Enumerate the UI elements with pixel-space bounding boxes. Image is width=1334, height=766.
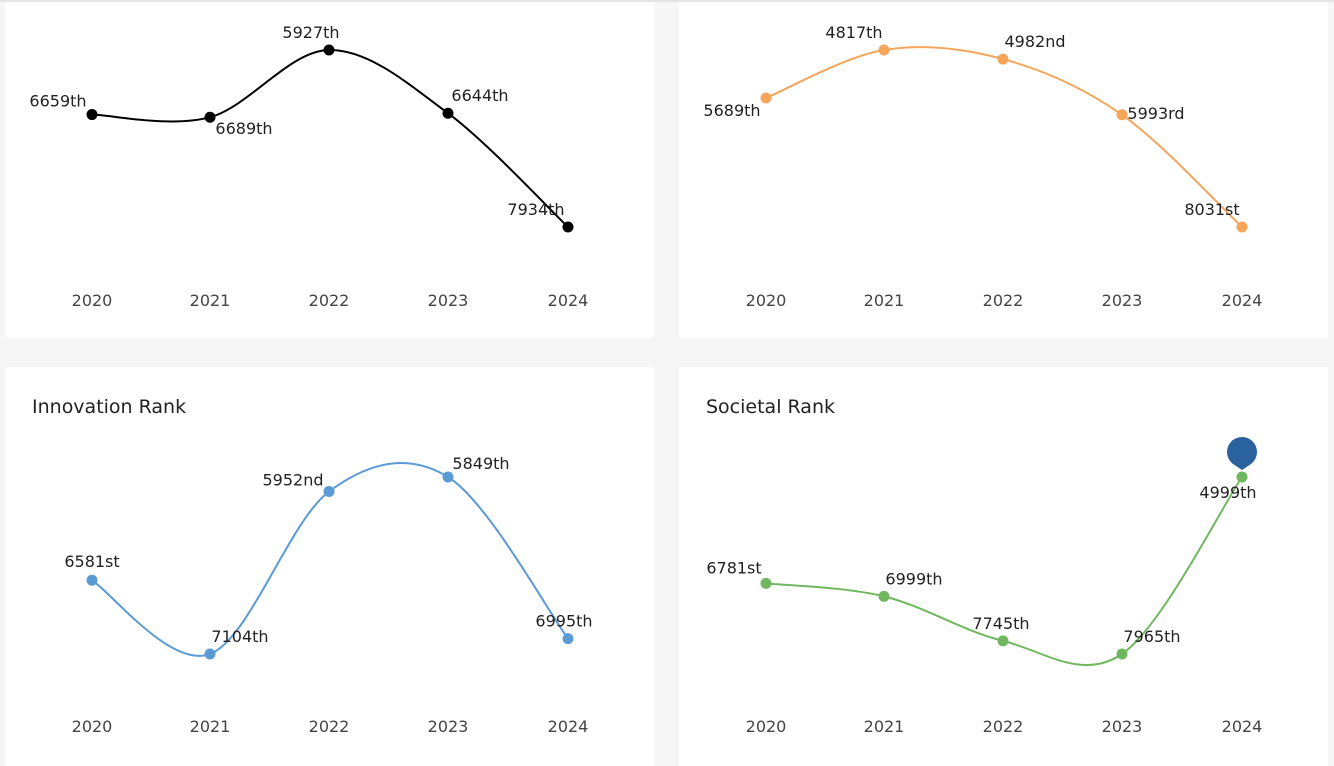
data-label: 6689th xyxy=(215,119,272,138)
data-point[interactable] xyxy=(997,635,1009,647)
x-tick-label: 2024 xyxy=(1222,717,1263,736)
data-point[interactable] xyxy=(86,574,98,586)
data-point[interactable] xyxy=(204,111,216,123)
chart-title: Innovation Rank xyxy=(32,396,187,418)
data-label: 5849th xyxy=(452,454,509,473)
map-pin-marker-icon[interactable] xyxy=(1227,437,1257,470)
data-point[interactable] xyxy=(323,44,335,56)
data-label: 7934th xyxy=(507,200,564,219)
x-tick-label: 2022 xyxy=(309,717,350,736)
line-chart-societal: 2020 2021 2022 2023 2024 6781st 6999th 7745th 79… xyxy=(706,437,1263,736)
x-tick-label: 2022 xyxy=(983,291,1024,310)
data-label: 5927th xyxy=(282,23,339,42)
data-point[interactable] xyxy=(442,471,454,483)
data-point[interactable] xyxy=(997,53,1009,65)
series-line xyxy=(765,476,1243,666)
x-tick-label: 2020 xyxy=(72,291,113,310)
line-chart-overall: 2020 2021 2022 2023 2024 6659th 6689th 5927th 66… xyxy=(29,23,589,310)
data-label: 6781st xyxy=(706,558,761,577)
x-tick-label: 2020 xyxy=(746,717,787,736)
data-point[interactable] xyxy=(1116,648,1128,660)
series-line xyxy=(765,46,1243,228)
x-tick-label: 2021 xyxy=(190,717,231,736)
data-label: 5689th xyxy=(703,101,760,120)
data-point[interactable] xyxy=(562,221,574,233)
x-tick-label: 2021 xyxy=(864,717,905,736)
x-tick-label: 2023 xyxy=(428,291,469,310)
data-label: 5952nd xyxy=(262,471,323,490)
x-tick-label: 2024 xyxy=(548,717,589,736)
data-point[interactable] xyxy=(86,109,98,121)
chart-title: Societal Rank xyxy=(706,396,835,418)
data-label: 5993rd xyxy=(1127,104,1184,123)
data-point[interactable] xyxy=(562,633,574,645)
data-label: 7104th xyxy=(211,627,268,646)
data-point[interactable] xyxy=(760,577,772,589)
data-label: 7745th xyxy=(972,614,1029,633)
series-line xyxy=(91,48,569,228)
data-point[interactable] xyxy=(1236,221,1248,233)
x-tick-label: 2020 xyxy=(72,717,113,736)
data-label: 8031st xyxy=(1184,200,1239,219)
data-label: 4982nd xyxy=(1004,32,1065,51)
line-chart-research: 2020 2021 2022 2023 2024 5689th 4817th 4982nd 59… xyxy=(703,23,1263,310)
data-label: 6581st xyxy=(64,552,119,571)
x-tick-label: 2023 xyxy=(1102,717,1143,736)
data-point[interactable] xyxy=(878,44,890,56)
x-tick-label: 2022 xyxy=(309,291,350,310)
x-tick-label: 2021 xyxy=(190,291,231,310)
x-tick-label: 2024 xyxy=(548,291,589,310)
data-label: 7965th xyxy=(1123,627,1180,646)
top-divider xyxy=(0,0,1334,2)
x-tick-label: 2023 xyxy=(1102,291,1143,310)
data-label: 6995th xyxy=(535,612,592,631)
chart-card-overall: 2020 2021 2022 2023 2024 6659th 6689th 5927th 66… xyxy=(5,2,654,338)
data-label: 6644th xyxy=(451,86,508,105)
data-label: 4999th xyxy=(1199,483,1256,502)
data-point[interactable] xyxy=(760,92,772,104)
data-point[interactable] xyxy=(1116,109,1128,121)
data-label: 4817th xyxy=(825,23,882,42)
line-chart-innovation: 2020 2021 2022 2023 2024 6581st 7104th 5952nd 58… xyxy=(64,454,592,736)
data-label: 6999th xyxy=(885,569,942,588)
chart-card-innovation: Innovation Rank 2020 2021 2022 2023 2024 6581… xyxy=(5,367,654,766)
data-label: 6659th xyxy=(29,92,86,111)
x-tick-label: 2023 xyxy=(428,717,469,736)
data-point[interactable] xyxy=(442,107,454,119)
data-point[interactable] xyxy=(204,648,216,660)
x-tick-label: 2021 xyxy=(864,291,905,310)
data-point[interactable] xyxy=(1236,471,1248,483)
x-tick-label: 2022 xyxy=(983,717,1024,736)
data-point[interactable] xyxy=(878,590,890,602)
x-tick-label: 2020 xyxy=(746,291,787,310)
data-point[interactable] xyxy=(323,486,335,498)
chart-card-societal: Societal Rank 2020 2021 2022 2023 2024 6781st… xyxy=(679,367,1328,766)
x-tick-label: 2024 xyxy=(1222,291,1263,310)
chart-card-research: 2020 2021 2022 2023 2024 5689th 4817th 4982nd 59… xyxy=(679,2,1328,338)
